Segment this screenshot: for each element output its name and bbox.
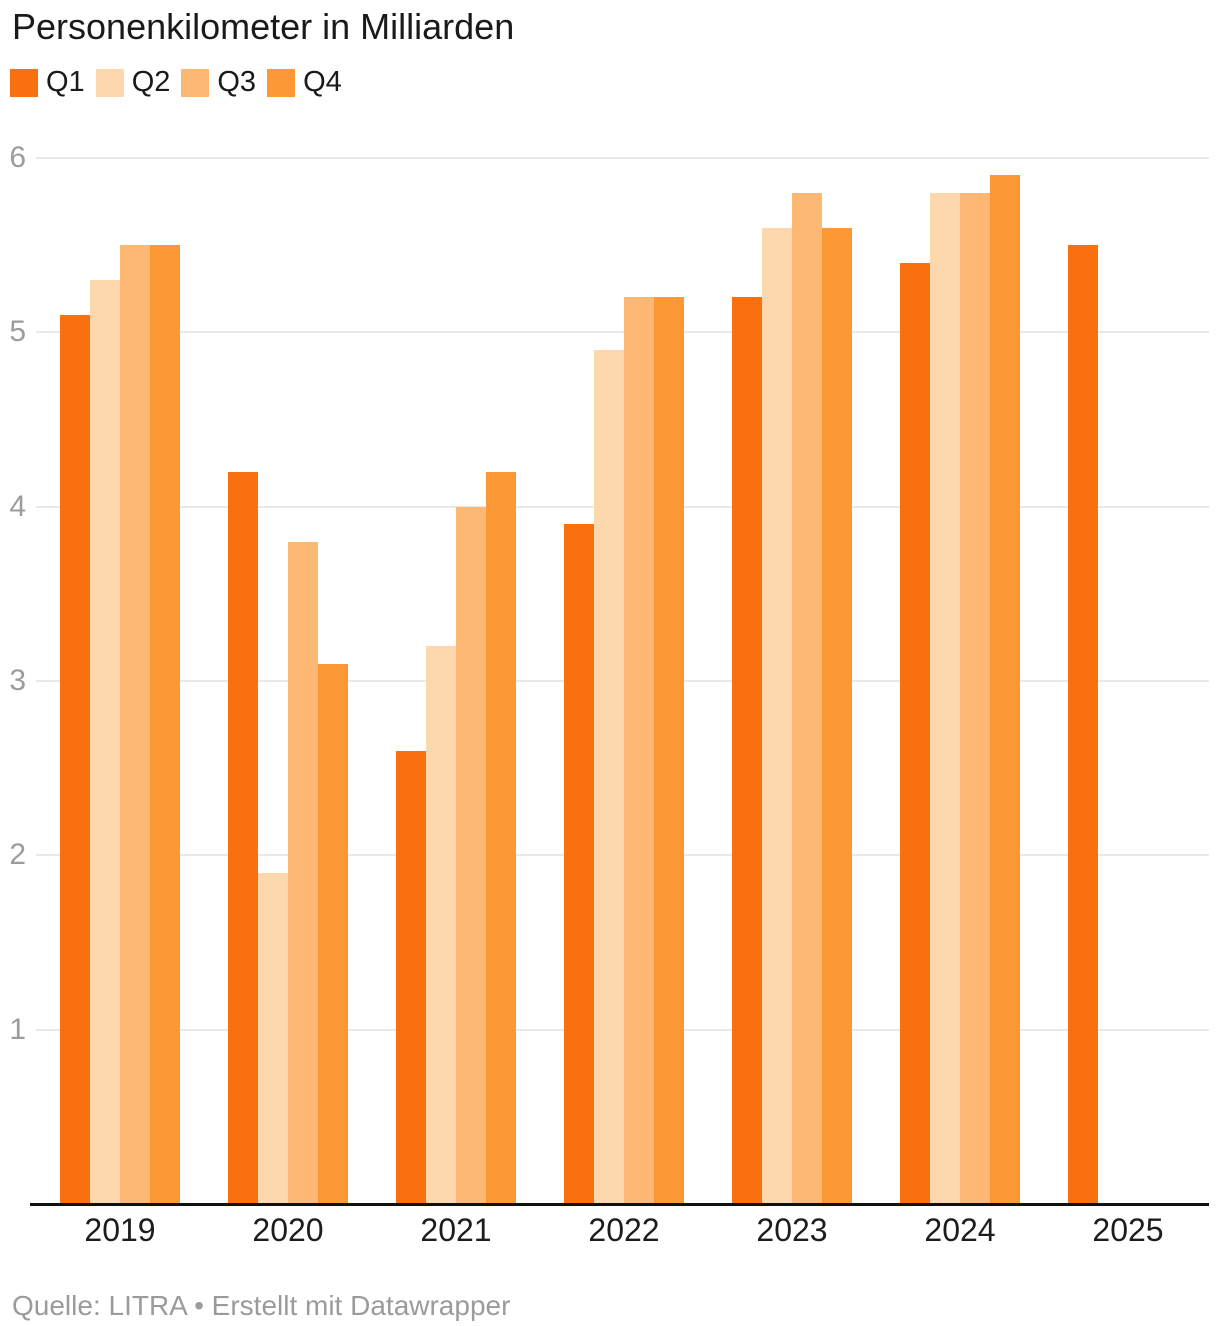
bar-q1-2023[interactable] (732, 297, 762, 1204)
y-axis-tick-label: 5 (9, 315, 26, 349)
legend-item-q3: Q3 (181, 66, 256, 99)
legend-item-q2: Q2 (95, 66, 171, 99)
footer-note: Quelle: LITRA • Erstellt mit Datawrapper (12, 1290, 511, 1321)
x-axis-label-2022: 2022 (588, 1212, 660, 1248)
bar-q4-2022[interactable] (654, 297, 684, 1204)
legend-swatch-icon (267, 68, 296, 97)
x-axis-label-2021: 2021 (420, 1212, 492, 1248)
bar-q2-2019[interactable] (90, 280, 120, 1204)
x-axis-label-2020: 2020 (252, 1212, 324, 1248)
bar-q4-2020[interactable] (318, 664, 348, 1204)
chart-title: Personenkilometer in Milliarden (12, 6, 515, 47)
legend-item-q4: Q4 (267, 66, 342, 99)
x-axis-label-2024: 2024 (924, 1212, 996, 1248)
y-axis-tick-label: 6 (9, 141, 26, 175)
bar-q1-2019[interactable] (60, 315, 90, 1204)
gridline-y-6 (36, 157, 1209, 160)
y-axis-tick-label: 2 (9, 838, 26, 872)
legend: Q1 Q2 Q3 Q4 (10, 66, 342, 99)
bar-q3-2021[interactable] (456, 507, 486, 1204)
bar-q4-2024[interactable] (990, 175, 1020, 1204)
bar-q1-2024[interactable] (900, 263, 930, 1204)
bar-q4-2023[interactable] (822, 228, 852, 1204)
x-axis-baseline (30, 1203, 1209, 1206)
bar-q2-2023[interactable] (762, 228, 792, 1204)
legend-label: Q1 (46, 66, 85, 98)
gridline-y-5 (36, 331, 1209, 334)
bar-q3-2019[interactable] (120, 245, 150, 1204)
bar-q4-2019[interactable] (150, 245, 180, 1204)
bar-q2-2020[interactable] (258, 873, 288, 1204)
legend-swatch-icon (181, 68, 210, 97)
bar-q4-2021[interactable] (486, 472, 516, 1204)
x-axis-label-2023: 2023 (756, 1212, 828, 1248)
legend-label: Q2 (131, 66, 171, 98)
bar-q2-2021[interactable] (426, 646, 456, 1204)
x-axis-label-2025: 2025 (1092, 1212, 1164, 1248)
bar-q1-2025[interactable] (1068, 245, 1098, 1204)
bar-q3-2022[interactable] (624, 297, 654, 1204)
bar-q2-2024[interactable] (930, 193, 960, 1204)
y-axis-tick-label: 3 (9, 664, 26, 697)
bar-q3-2023[interactable] (792, 193, 822, 1204)
bar-q1-2020[interactable] (228, 472, 258, 1204)
bar-q3-2024[interactable] (960, 193, 990, 1204)
legend-label: Q3 (217, 66, 257, 98)
legend-item-q1: Q1 (10, 66, 85, 99)
bar-q2-2022[interactable] (594, 350, 624, 1204)
legend-swatch-icon (10, 68, 38, 97)
bar-q1-2021[interactable] (396, 751, 426, 1204)
legend-label: Q4 (303, 66, 342, 98)
x-axis-label-2019: 2019 (84, 1212, 156, 1248)
bar-q3-2020[interactable] (288, 542, 318, 1204)
y-axis-tick-label: 4 (9, 489, 26, 523)
y-axis-tick-label: 1 (9, 1012, 26, 1046)
bar-q1-2022[interactable] (564, 524, 594, 1204)
legend-swatch-icon (95, 68, 124, 97)
